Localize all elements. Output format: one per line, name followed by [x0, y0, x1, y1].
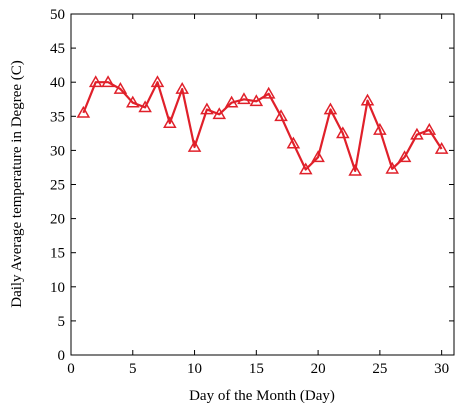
- data-point: [88, 75, 103, 88]
- tick-labels: 0 5 10 15 20 25 30 35 40 45 50 0 5 10 15 20 25 30: [50, 7, 449, 377]
- data-point: [360, 93, 375, 106]
- x-axis-label: Day of the Month (Day): [189, 388, 335, 404]
- data-point: [298, 162, 313, 175]
- axis-ticks: [70, 13, 454, 356]
- y-tick-label: 40: [50, 75, 65, 91]
- data-point: [274, 109, 288, 122]
- data-point: [385, 161, 400, 174]
- data-point: [422, 122, 437, 135]
- data-point: [311, 150, 325, 163]
- data-point: [224, 95, 239, 108]
- x-tick-label: 25: [372, 361, 387, 377]
- data-point: [175, 82, 189, 94]
- y-tick-label: 15: [50, 246, 65, 262]
- data-point: [261, 86, 276, 99]
- series-line: [82, 81, 443, 172]
- y-tick-label: 30: [50, 143, 65, 159]
- data-point: [200, 102, 214, 115]
- y-tick-label: 5: [58, 314, 66, 330]
- data-point: [125, 95, 140, 108]
- y-tick-label: 0: [58, 348, 66, 364]
- data-point: [336, 126, 350, 139]
- data-point: [163, 116, 177, 128]
- data-point: [237, 92, 251, 105]
- y-tick-label: 10: [50, 280, 65, 296]
- y-tick-label: 45: [50, 41, 65, 57]
- x-tick-label: 30: [434, 361, 449, 377]
- data-point: [113, 82, 128, 94]
- data-point: [249, 94, 264, 107]
- plot-area-frame: [70, 13, 455, 356]
- data-point: [138, 100, 152, 113]
- y-tick-label: 50: [50, 7, 65, 23]
- x-tick-label: 10: [187, 361, 202, 377]
- y-tick-label: 35: [50, 109, 65, 125]
- data-point: [373, 122, 387, 135]
- y-tick-label: 20: [50, 212, 65, 228]
- data-point: [434, 142, 449, 154]
- data-point: [101, 75, 115, 88]
- data-point: [187, 139, 202, 152]
- y-tick-label: 25: [50, 178, 65, 194]
- x-tick-label: 5: [129, 361, 137, 377]
- x-tick-label: 20: [311, 361, 326, 377]
- data-point: [286, 136, 301, 149]
- data-point: [410, 127, 424, 140]
- data-point: [76, 105, 91, 118]
- data-point: [323, 102, 338, 115]
- data-point: [150, 75, 165, 88]
- y-axis-label: Daily Average temperature in Degree (C): [9, 60, 25, 308]
- x-tick-label: 0: [67, 361, 75, 377]
- data-point: [397, 150, 412, 163]
- data-point: [348, 163, 362, 176]
- series-markers: [76, 75, 449, 176]
- x-tick-label: 15: [249, 361, 264, 377]
- data-point: [212, 107, 227, 120]
